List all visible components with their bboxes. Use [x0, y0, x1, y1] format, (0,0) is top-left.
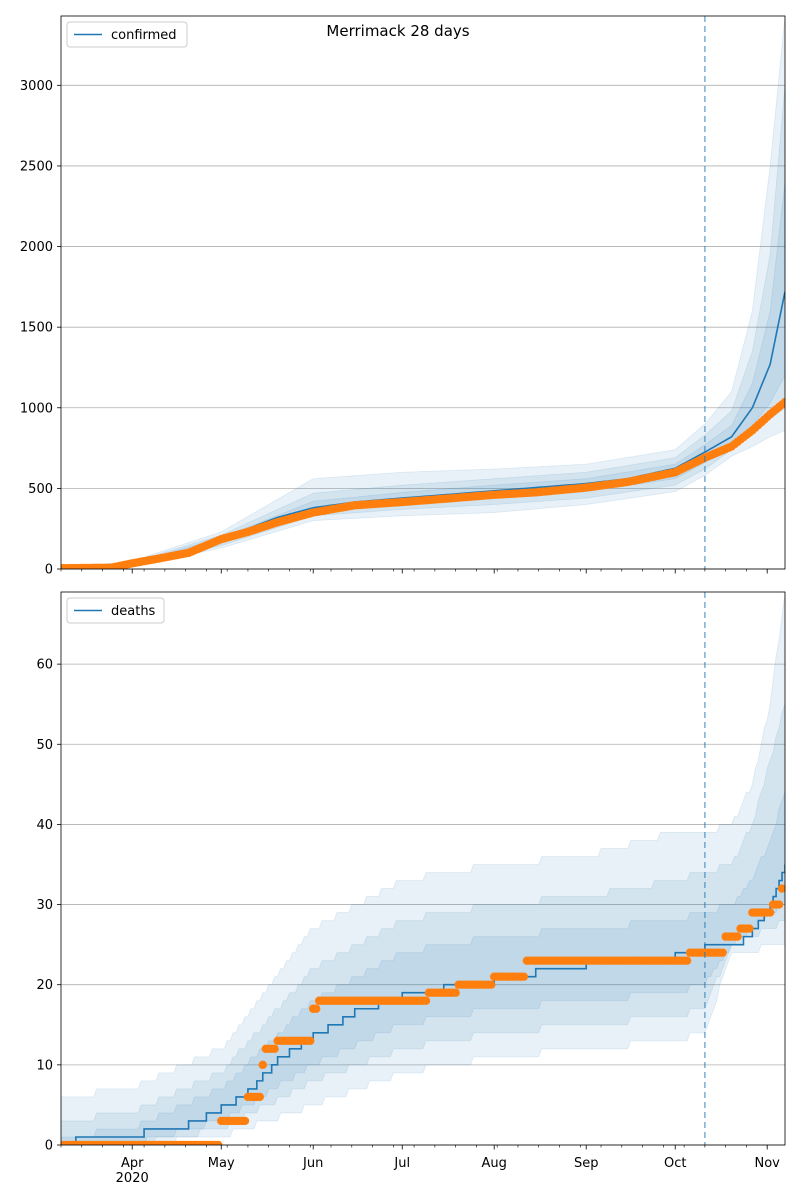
x-tick-label: Apr [121, 1156, 144, 1171]
observed-point [487, 980, 496, 989]
axes-frame [60, 15, 786, 570]
observed-point [311, 1004, 321, 1013]
observed-point [733, 932, 742, 941]
y-tick-label: 2000 [20, 240, 53, 255]
uncertainty-band-1 [61, 16, 785, 569]
observed-point [306, 1036, 315, 1046]
axes-frame [60, 591, 786, 1146]
legend-box [66, 597, 165, 624]
deaths-panel: 0 10 20 30 40 50 60 Apr May Jun Jul Aug Sep Oct Nov 202… [36, 591, 786, 1186]
observed-point [682, 956, 692, 965]
y-tick-label: 30 [36, 898, 53, 913]
plot-area [61, 16, 785, 569]
y-tick-label: 3000 [20, 79, 53, 94]
observed-point [777, 884, 785, 893]
x-tick-label: Oct [664, 1156, 686, 1171]
y-tick-label: 500 [28, 482, 53, 497]
x-tick-label: Sep [574, 1156, 599, 1171]
x-tick-label: Nov [755, 1156, 781, 1171]
observed-point [519, 972, 529, 981]
x-tick-label: Jun [302, 1156, 323, 1171]
legend: confirmed [66, 21, 188, 48]
observed-point [240, 1116, 250, 1126]
x-tick-label: May [208, 1156, 235, 1171]
legend: deaths [66, 597, 165, 624]
y-tick-label: 0 [45, 1139, 53, 1154]
model-line [61, 864, 785, 1145]
observed-point [718, 948, 727, 957]
observed-point [451, 988, 460, 997]
observed-point [765, 908, 775, 917]
uncertainty-band-1 [61, 592, 785, 1145]
observed-point [745, 924, 754, 933]
figure-title: Merrimack 28 days [326, 22, 469, 40]
legend-box [66, 21, 188, 48]
x-year-label: 2020 [116, 1171, 149, 1186]
uncertainty-band-2 [61, 704, 785, 1145]
legend-label: confirmed [111, 28, 177, 43]
y-tick-label: 60 [36, 658, 53, 673]
observed-point [255, 1092, 264, 1102]
y-tick-label: 2500 [20, 159, 53, 174]
observed-point [270, 1044, 279, 1054]
y-tick-label: 0 [45, 563, 53, 578]
observed-point [214, 1140, 223, 1145]
observed-point [258, 1060, 267, 1070]
uncertainty-band-3 [61, 792, 785, 1145]
y-tick-label: 40 [36, 818, 53, 833]
confirmed-panel: 0 500 1000 1500 2000 2500 3000 confirmed [20, 15, 786, 578]
observed-point [774, 900, 784, 909]
x-tick-label: Jul [393, 1156, 410, 1171]
y-tick-label: 1000 [20, 401, 53, 416]
legend-label: deaths [111, 604, 156, 619]
observed-point [421, 996, 431, 1005]
y-tick-label: 10 [36, 1058, 53, 1073]
plot-area [61, 592, 785, 1145]
observed-point [780, 397, 785, 407]
y-tick-label: 50 [36, 738, 53, 753]
y-tick-label: 1500 [20, 321, 53, 336]
y-tick-label: 20 [36, 978, 53, 993]
x-tick-label: Aug [482, 1156, 507, 1171]
